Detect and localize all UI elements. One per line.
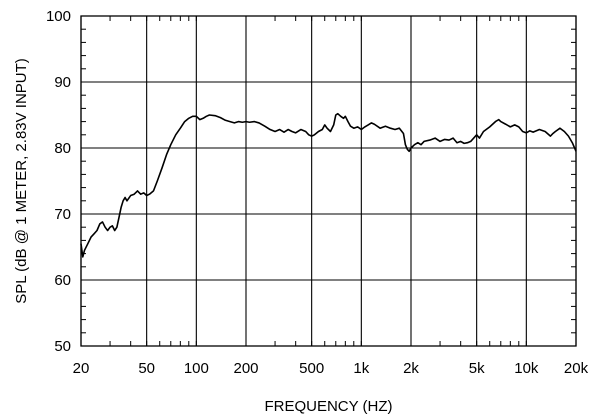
y-tick-label: 90 bbox=[54, 74, 71, 91]
x-tick-label: 5k bbox=[469, 360, 485, 377]
x-tick-label: 20k bbox=[564, 360, 589, 377]
x-tick-label: 200 bbox=[233, 360, 258, 377]
y-axis-title: SPL (dB @ 1 METER, 2.83V INPUT) bbox=[13, 58, 30, 304]
x-tick-label: 50 bbox=[138, 360, 155, 377]
y-tick-label: 60 bbox=[54, 272, 71, 289]
spl-response-line bbox=[80, 112, 577, 258]
x-tick-labels: 20 50 100 200 500 1k 2k 5k 10k 20k bbox=[73, 360, 589, 377]
y-tick-label: 80 bbox=[54, 140, 71, 157]
x-tick-label: 20 bbox=[73, 360, 90, 377]
y-tick-label: 50 bbox=[54, 338, 71, 355]
x-tick-label: 500 bbox=[299, 360, 324, 377]
plot-area bbox=[80, 15, 577, 347]
x-tick-label: 2k bbox=[403, 360, 419, 377]
y-tick-labels: 50 60 70 80 90 100 bbox=[46, 8, 71, 355]
y-tick-label: 100 bbox=[46, 8, 71, 25]
x-tick-label: 100 bbox=[184, 360, 209, 377]
y-tick-label: 70 bbox=[54, 206, 71, 223]
x-tick-label: 10k bbox=[514, 360, 539, 377]
grid-lines bbox=[80, 15, 577, 347]
x-tick-label: 1k bbox=[353, 360, 369, 377]
x-axis-title: FREQUENCY (HZ) bbox=[264, 398, 392, 415]
